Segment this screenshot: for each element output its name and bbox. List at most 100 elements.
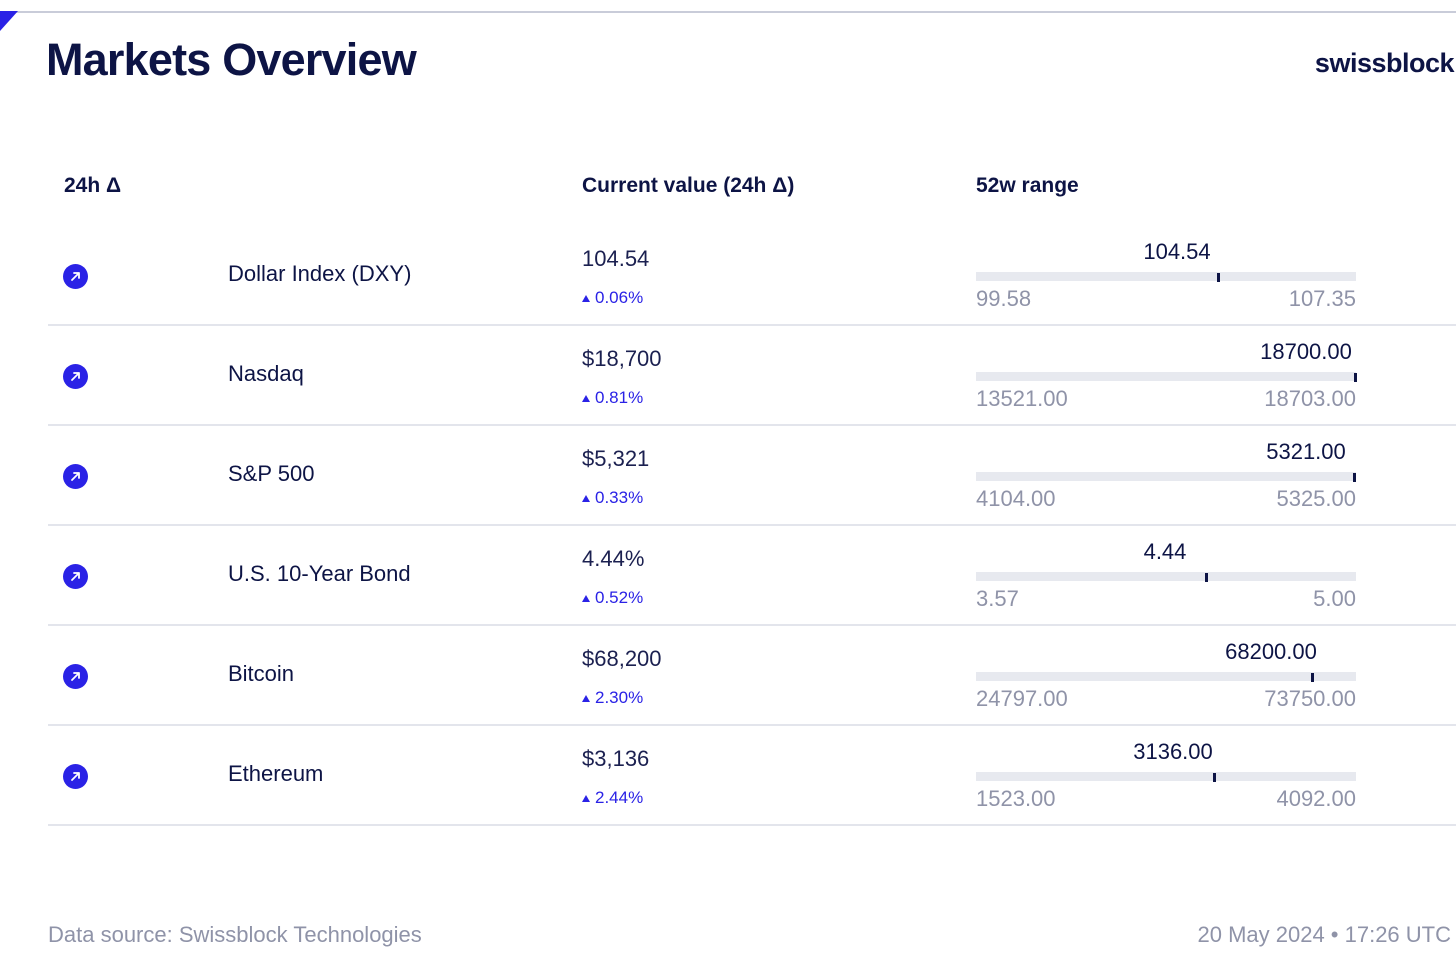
current-value: $5,321	[582, 446, 650, 471]
brand-logo-text: swissblock	[1314, 48, 1455, 78]
range-max-label: 107.35	[1288, 286, 1356, 311]
range-current-label: 18700.00	[1260, 339, 1352, 364]
range-52w: 5321.00 4104.00 5325.00	[976, 426, 1356, 526]
arrow-up-right-icon[interactable]	[63, 564, 88, 589]
corner-accent-mark	[0, 11, 18, 31]
row-divider	[48, 824, 1456, 826]
range-min-label: 3.57	[976, 586, 1019, 611]
arrow-up-right-icon[interactable]	[63, 264, 88, 289]
up-triangle-icon	[582, 394, 590, 402]
range-track	[976, 572, 1356, 581]
range-current-label: 5321.00	[1266, 439, 1346, 464]
arrow-up-right-icon[interactable]	[63, 764, 88, 789]
range-current-marker	[1354, 373, 1357, 382]
range-track	[976, 372, 1356, 381]
table-row: Dollar Index (DXY) 104.54 0.06% 104.54 9…	[0, 226, 1456, 326]
change-24h-value: 2.30%	[595, 688, 644, 707]
table-row: Ethereum $3,136 2.44% 3136.00 1523.00 40…	[0, 726, 1456, 826]
arrow-glyph	[71, 672, 80, 681]
data-source-note: Data source: Swissblock Technologies	[48, 922, 422, 947]
arrow-glyph	[71, 772, 80, 781]
row-divider	[48, 624, 1456, 626]
markets-table: Dollar Index (DXY) 104.54 0.06% 104.54 9…	[0, 226, 1456, 826]
row-divider	[48, 524, 1456, 526]
change-24h: 2.30%	[582, 688, 643, 708]
range-min-label: 13521.00	[976, 386, 1068, 411]
range-current-label: 68200.00	[1225, 639, 1317, 664]
range-52w: 18700.00 13521.00 18703.00	[976, 326, 1357, 426]
row-divider	[48, 424, 1456, 426]
page-title: Markets Overview	[46, 34, 417, 85]
row-divider	[48, 724, 1456, 726]
arrow-up-right-icon[interactable]	[63, 464, 88, 489]
range-current-label: 104.54	[1143, 239, 1211, 264]
range-min-label: 99.58	[976, 286, 1032, 311]
change-24h: 0.81%	[582, 388, 643, 408]
column-header-current-value: Current value (24h Δ)	[582, 174, 795, 197]
market-name: U.S. 10-Year Bond	[228, 561, 411, 586]
range-current-marker	[1217, 273, 1220, 282]
range-current-marker	[1311, 673, 1314, 682]
range-current-marker	[1205, 573, 1208, 582]
current-value: 4.44%	[582, 546, 645, 571]
change-24h-value: 0.52%	[595, 588, 644, 607]
row-divider	[48, 324, 1456, 326]
up-triangle-icon	[582, 794, 590, 802]
range-52w: 4.44 3.57 5.00	[976, 526, 1356, 626]
arrow-glyph	[71, 572, 80, 581]
column-header-delta: 24h Δ	[64, 174, 122, 197]
market-name: Nasdaq	[228, 361, 304, 386]
arrow-glyph	[71, 272, 80, 281]
change-24h: 0.06%	[582, 288, 643, 308]
current-value: 104.54	[582, 246, 650, 271]
change-24h: 2.44%	[582, 788, 643, 808]
up-triangle-icon	[582, 494, 590, 502]
arrow-glyph	[71, 472, 80, 481]
range-max-label: 18703.00	[1264, 386, 1356, 411]
table-row: U.S. 10-Year Bond 4.44% 0.52% 4.44 3.57 …	[0, 526, 1456, 626]
change-24h-value: 0.81%	[595, 388, 644, 407]
range-track	[976, 772, 1356, 781]
current-value: $18,700	[582, 346, 662, 371]
table-row: S&P 500 $5,321 0.33% 5321.00 4104.00 532…	[0, 426, 1456, 526]
range-current-marker	[1353, 473, 1356, 482]
market-name: Dollar Index (DXY)	[228, 261, 412, 286]
change-24h-value: 0.33%	[595, 488, 644, 507]
range-current-label: 4.44	[1143, 539, 1187, 564]
range-min-label: 4104.00	[976, 486, 1056, 511]
up-triangle-icon	[582, 694, 590, 702]
change-24h-value: 2.44%	[595, 788, 644, 807]
range-track	[976, 272, 1356, 281]
range-max-label: 73750.00	[1264, 686, 1356, 711]
column-header-52w-range: 52w range	[976, 174, 1079, 197]
top-divider	[0, 11, 1456, 13]
table-row: Nasdaq $18,700 0.81% 18700.00 13521.00 1…	[0, 326, 1456, 426]
range-min-label: 24797.00	[976, 686, 1068, 711]
range-min-label: 1523.00	[976, 786, 1056, 811]
range-52w: 104.54 99.58 107.35	[976, 226, 1356, 326]
range-52w: 3136.00 1523.00 4092.00	[976, 726, 1356, 826]
market-name: S&P 500	[228, 461, 315, 486]
change-24h: 0.33%	[582, 488, 643, 508]
table-header: 24h Δ Current value (24h Δ) 52w range	[0, 170, 1456, 204]
up-triangle-icon	[582, 594, 590, 602]
market-name: Ethereum	[228, 761, 324, 786]
range-current-marker	[1213, 773, 1216, 782]
range-52w: 68200.00 24797.00 73750.00	[976, 626, 1356, 726]
range-max-label: 5325.00	[1276, 486, 1356, 511]
range-track	[976, 672, 1356, 681]
market-name: Bitcoin	[228, 661, 295, 686]
table-row: Bitcoin $68,200 2.30% 68200.00 24797.00 …	[0, 626, 1456, 726]
change-24h: 0.52%	[582, 588, 643, 608]
current-value: $68,200	[582, 646, 662, 671]
range-current-label: 3136.00	[1133, 739, 1213, 764]
range-max-label: 5.00	[1313, 586, 1356, 611]
range-max-label: 4092.00	[1276, 786, 1356, 811]
arrow-glyph	[71, 372, 80, 381]
arrow-up-right-icon[interactable]	[63, 664, 88, 689]
timestamp: 20 May 2024 • 17:26 UTC	[1197, 922, 1451, 947]
range-track	[976, 472, 1356, 481]
up-triangle-icon	[582, 294, 590, 302]
arrow-up-right-icon[interactable]	[63, 364, 88, 389]
